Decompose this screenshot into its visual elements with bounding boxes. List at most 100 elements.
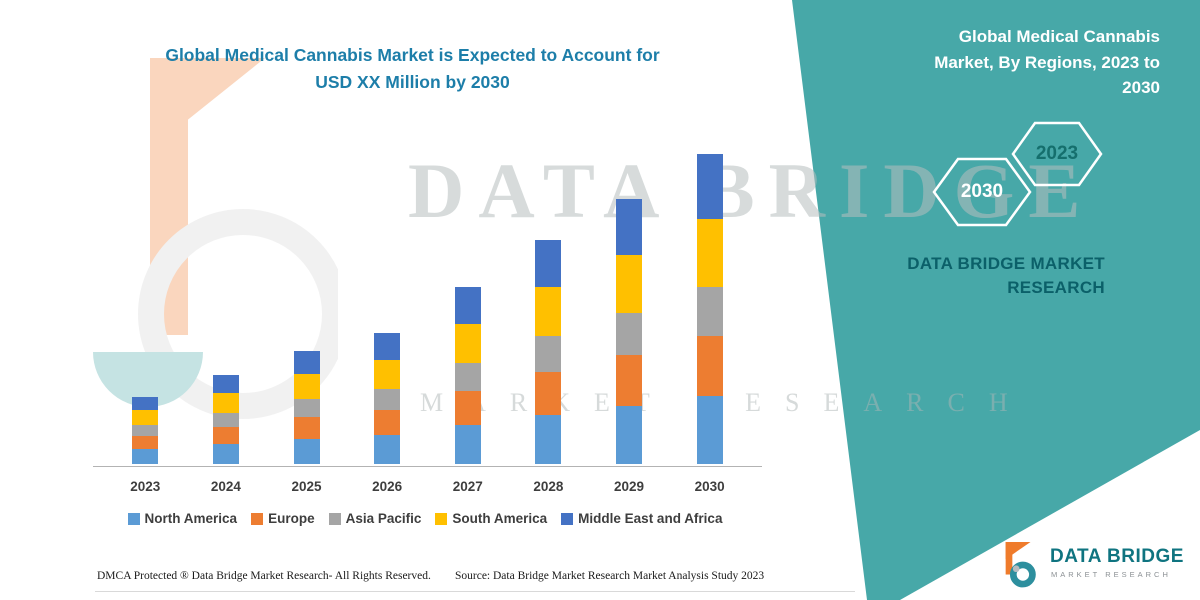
bar-segment-asia-pacific	[212, 413, 239, 427]
bar-segment-north-america	[696, 396, 723, 464]
bar-segment-europe	[535, 372, 562, 415]
bar-stack-2023	[132, 397, 159, 464]
logo-title: DATA BRIDGE	[1050, 546, 1184, 567]
bar-segment-asia-pacific	[132, 425, 159, 436]
bar-column-2025: 2025	[266, 116, 347, 496]
bar-segment-middle-east-and-africa	[616, 199, 643, 255]
x-axis-line	[93, 466, 762, 467]
panel-brand-name: DATA BRIDGE MARKET RESEARCH	[907, 254, 1105, 297]
bar-column-2026: 2026	[347, 116, 428, 496]
legend-item-asia-pacific: Asia Pacific	[328, 511, 422, 526]
bar-segment-asia-pacific	[535, 336, 562, 372]
x-axis-label: 2023	[130, 479, 161, 494]
bar-column-2023: 2023	[105, 116, 186, 496]
legend-label: Asia Pacific	[345, 511, 422, 526]
logo-subtitle: MARKET RESEARCH	[1051, 570, 1171, 579]
hexagon-2030	[932, 157, 1032, 227]
bar-chart: 2023 2024 2025 2026 2027 2028 2029 2030	[93, 116, 762, 496]
x-axis-label: 2026	[372, 479, 403, 494]
chart-title: Global Medical Cannabis Market is Expect…	[100, 42, 725, 96]
legend-item-north-america: North America	[127, 511, 238, 526]
bar-segment-middle-east-and-africa	[132, 397, 159, 410]
bar-stack-2027	[454, 287, 481, 464]
bar-segment-middle-east-and-africa	[535, 240, 562, 287]
bar-segment-asia-pacific	[616, 313, 643, 355]
bar-segment-north-america	[535, 415, 562, 464]
legend-label: Middle East and Africa	[578, 511, 723, 526]
legend-label: Europe	[268, 511, 315, 526]
x-axis-label: 2027	[452, 479, 483, 494]
legend-item-south-america: South America	[435, 511, 547, 526]
bar-segment-south-america	[454, 324, 481, 363]
bar-segment-south-america	[616, 255, 643, 313]
bar-column-2024: 2024	[186, 116, 267, 496]
bar-segment-north-america	[132, 449, 159, 464]
x-axis-label: 2029	[614, 479, 645, 494]
bar-segment-south-america	[132, 410, 159, 425]
bar-segment-north-america	[212, 444, 239, 464]
bar-segment-europe	[616, 355, 643, 406]
bar-segment-middle-east-and-africa	[454, 287, 481, 324]
bar-segment-europe	[696, 336, 723, 396]
data-bridge-logo: DATA BRIDGE MARKET RESEARCH	[998, 538, 1183, 590]
bottom-divider	[95, 591, 855, 592]
panel-heading: Global Medical Cannabis Market, By Regio…	[934, 27, 1160, 97]
legend-marker-icon	[251, 512, 264, 525]
bar-stack-2029	[616, 199, 643, 464]
x-axis-label: 2028	[533, 479, 564, 494]
bar-stack-2025	[293, 351, 320, 464]
bar-stack-2028	[535, 240, 562, 464]
bar-segment-north-america	[293, 439, 320, 464]
hexagon-year-2023: 2023	[1035, 143, 1079, 164]
bar-stack-2030	[696, 154, 723, 464]
footer-dmca-text: DMCA Protected ® Data Bridge Market Rese…	[97, 570, 431, 582]
x-axis-label: 2024	[210, 479, 241, 494]
legend-marker-icon	[127, 512, 140, 525]
bar-stack-2026	[374, 333, 401, 464]
bar-column-2027: 2027	[428, 116, 509, 496]
legend-marker-icon	[435, 512, 448, 525]
footer-source-text: Source: Data Bridge Market Research Mark…	[455, 570, 765, 582]
bar-segment-europe	[454, 391, 481, 425]
bar-segment-north-america	[374, 435, 401, 464]
x-axis-label: 2030	[694, 479, 725, 494]
bar-segment-europe	[132, 436, 159, 449]
legend-marker-icon	[561, 512, 574, 525]
bar-column-2028: 2028	[508, 116, 589, 496]
x-axis-label: 2025	[291, 479, 322, 494]
bar-segment-europe	[212, 427, 239, 444]
bar-segment-south-america	[212, 393, 239, 413]
legend-marker-icon	[328, 512, 341, 525]
plot-area: 2023 2024 2025 2026 2027 2028 2029 2030	[105, 116, 750, 496]
legend-label: North America	[144, 511, 238, 526]
bar-column-2030: 2030	[669, 116, 750, 496]
bar-column-2029: 2029	[589, 116, 670, 496]
bar-segment-north-america	[454, 425, 481, 464]
bar-segment-asia-pacific	[696, 287, 723, 336]
data-bridge-logo-icon	[1005, 542, 1036, 588]
bar-segment-middle-east-and-africa	[374, 333, 401, 360]
legend-item-europe: Europe	[251, 511, 315, 526]
legend-item-middle-east-and-africa: Middle East and Africa	[561, 511, 722, 526]
year-hexagons-icon	[932, 121, 1103, 227]
bar-segment-south-america	[696, 219, 723, 287]
bar-segment-middle-east-and-africa	[212, 375, 239, 393]
hexagon-2023	[1011, 121, 1103, 187]
legend: North America Europe Asia Pacific South Ame…	[85, 511, 765, 526]
bar-segment-asia-pacific	[374, 389, 401, 410]
bar-segment-north-america	[616, 406, 643, 464]
legend-label: South America	[452, 511, 548, 526]
bar-segment-middle-east-and-africa	[293, 351, 320, 374]
bar-segment-south-america	[374, 360, 401, 389]
bar-segment-south-america	[535, 287, 562, 336]
hexagon-year-2030: 2030	[960, 181, 1004, 202]
chart-title-line1: Global Medical Cannabis Market is Expect…	[165, 45, 660, 65]
bar-stack-2024	[212, 375, 239, 464]
bar-segment-middle-east-and-africa	[696, 154, 723, 219]
bar-segment-south-america	[293, 374, 320, 399]
chart-title-line2: USD XX Million by 2030	[315, 72, 510, 93]
bar-segment-europe	[374, 410, 401, 435]
bar-segment-asia-pacific	[293, 399, 320, 417]
bar-segment-europe	[293, 417, 320, 439]
